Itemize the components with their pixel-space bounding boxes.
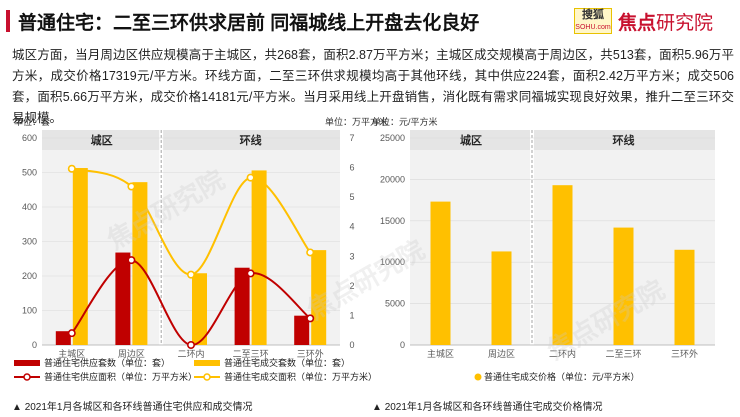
group-header-ring [163, 130, 340, 150]
x-tick-label: 二环内 [177, 348, 204, 359]
right-chart-caption-text: 2021年1月各城区和各环线普通住宅成交价格情况 [384, 402, 603, 413]
bar-supply-units [55, 331, 71, 345]
y-tick-label-right: 4 [349, 222, 354, 232]
y-tick-label-left: 0 [32, 340, 37, 350]
point-supply-area [187, 340, 196, 349]
group-label-urban: 城区 [91, 133, 113, 147]
y-tick-label-left: 100 [22, 306, 37, 316]
legend-label: 普通住宅成交套数（单位：套） [224, 357, 350, 368]
y-tick-label-left: 500 [22, 168, 37, 178]
legend-swatch [23, 373, 31, 381]
point-supply-area [246, 269, 255, 278]
y-tick-label-right: 3 [349, 251, 354, 261]
y-tick-label-left: 300 [22, 237, 37, 247]
x-tick-label: 三环外 [671, 348, 698, 359]
sohu-logo: 搜狐 SOHU.com [574, 8, 612, 34]
title-bar: 普通住宅：二至三环供求居前 同福城线上开盘去化良好 搜狐 SOHU.com 焦点… [0, 0, 740, 42]
x-tick-label: 二至三环 [605, 349, 641, 359]
group-label-urban: 城区 [460, 133, 482, 147]
bar-sales-units [132, 182, 148, 345]
bar-price [674, 249, 695, 345]
legend-label: 普通住宅供应套数（单位：套） [44, 357, 170, 368]
legend-swatch [203, 373, 211, 381]
y-tick-label-right: 0 [349, 340, 354, 350]
bar-sales-units [251, 170, 267, 345]
bar-sales-units [192, 273, 207, 345]
x-tick-label: 周边区 [488, 349, 515, 359]
left-chart-right-unit: 单位：万平方米 [325, 117, 389, 127]
legend-label: 普通住宅成交面积（单位：万平方米） [224, 371, 377, 382]
point-supply-area [67, 329, 76, 338]
group-label-ring: 环线 [240, 133, 262, 147]
left-chart-left-unit: 单位：套 [14, 117, 51, 127]
y-tick-label-right: 5 [349, 192, 354, 202]
point-sales-area [127, 182, 136, 191]
point-sales-area [187, 270, 196, 279]
y-tick-label: 15000 [380, 216, 405, 226]
legend-label: 普通住宅供应面积（单位：万平方米） [44, 371, 197, 382]
legend-swatch [194, 360, 220, 366]
point-sales-area [246, 173, 255, 182]
y-tick-label: 10000 [380, 257, 405, 267]
group-panel-urban [410, 130, 530, 345]
y-tick-label-right: 6 [349, 163, 354, 173]
y-tick-label-left: 600 [22, 133, 37, 143]
bar-supply-units [294, 315, 310, 345]
left-chart-caption: ▲ 2021年1月各城区和各环线普通住宅供应和成交情况 [12, 402, 253, 413]
bar-price [491, 251, 512, 345]
title-accent-bar [6, 10, 10, 32]
bar-supply-units [115, 252, 131, 345]
group-header-ring [534, 130, 715, 150]
y-tick-label-left: 400 [22, 202, 37, 212]
x-tick-label: 周边区 [118, 349, 145, 359]
group-label-ring: 环线 [613, 133, 635, 147]
point-supply-area [306, 314, 315, 323]
page-title: 普通住宅：二至三环供求居前 同福城线上开盘去化良好 [18, 13, 480, 34]
legend-label: 普通住宅成交价格（单位：元/平方米） [484, 371, 640, 382]
bar-sales-units [72, 168, 88, 345]
y-tick-label: 0 [400, 340, 405, 350]
point-supply-area [127, 256, 136, 265]
y-tick-label: 25000 [380, 133, 405, 143]
x-tick-label: 主城区 [427, 348, 454, 359]
sohu-logo-domain: SOHU.com [575, 24, 611, 31]
right-chart-unit: 单位：元/平方米 [372, 117, 438, 127]
point-sales-area [306, 248, 315, 257]
left-chart-caption-text: 2021年1月各城区和各环线普通住宅供应和成交情况 [24, 402, 253, 413]
group-header-urban [42, 130, 160, 150]
y-tick-label-right: 2 [349, 281, 354, 291]
x-tick-label: 二环内 [549, 348, 576, 359]
jiaodian-logo: 焦点研究院 [618, 8, 713, 35]
x-tick-label: 二至三环 [233, 349, 269, 359]
y-tick-label: 20000 [380, 174, 405, 184]
legend-swatch [474, 373, 482, 381]
y-tick-label-right: 7 [349, 133, 354, 143]
group-header-urban [410, 130, 530, 150]
y-tick-label: 5000 [385, 299, 405, 309]
legend-swatch [14, 360, 40, 366]
jiaodian-logo-rest: 研究院 [656, 13, 714, 34]
sohu-logo-text: 搜狐 [582, 9, 604, 21]
x-tick-label: 三环外 [297, 348, 324, 359]
bar-price [430, 201, 451, 345]
right-chart-caption: ▲ 2021年1月各城区和各环线普通住宅成交价格情况 [372, 402, 603, 413]
bar-sales-units [311, 250, 327, 345]
x-tick-label: 主城区 [58, 348, 85, 359]
summary-paragraph: 城区方面，当月周边区供应规模高于主城区，共268套，面积2.87万平方米；主城区… [12, 48, 734, 125]
y-tick-label-right: 1 [349, 310, 354, 320]
y-tick-label-left: 200 [22, 271, 37, 281]
jiaodian-logo-main: 焦点 [618, 13, 657, 34]
point-sales-area [67, 164, 76, 173]
bar-supply-units [234, 267, 250, 345]
bar-price [613, 227, 634, 345]
bar-price [552, 185, 573, 345]
